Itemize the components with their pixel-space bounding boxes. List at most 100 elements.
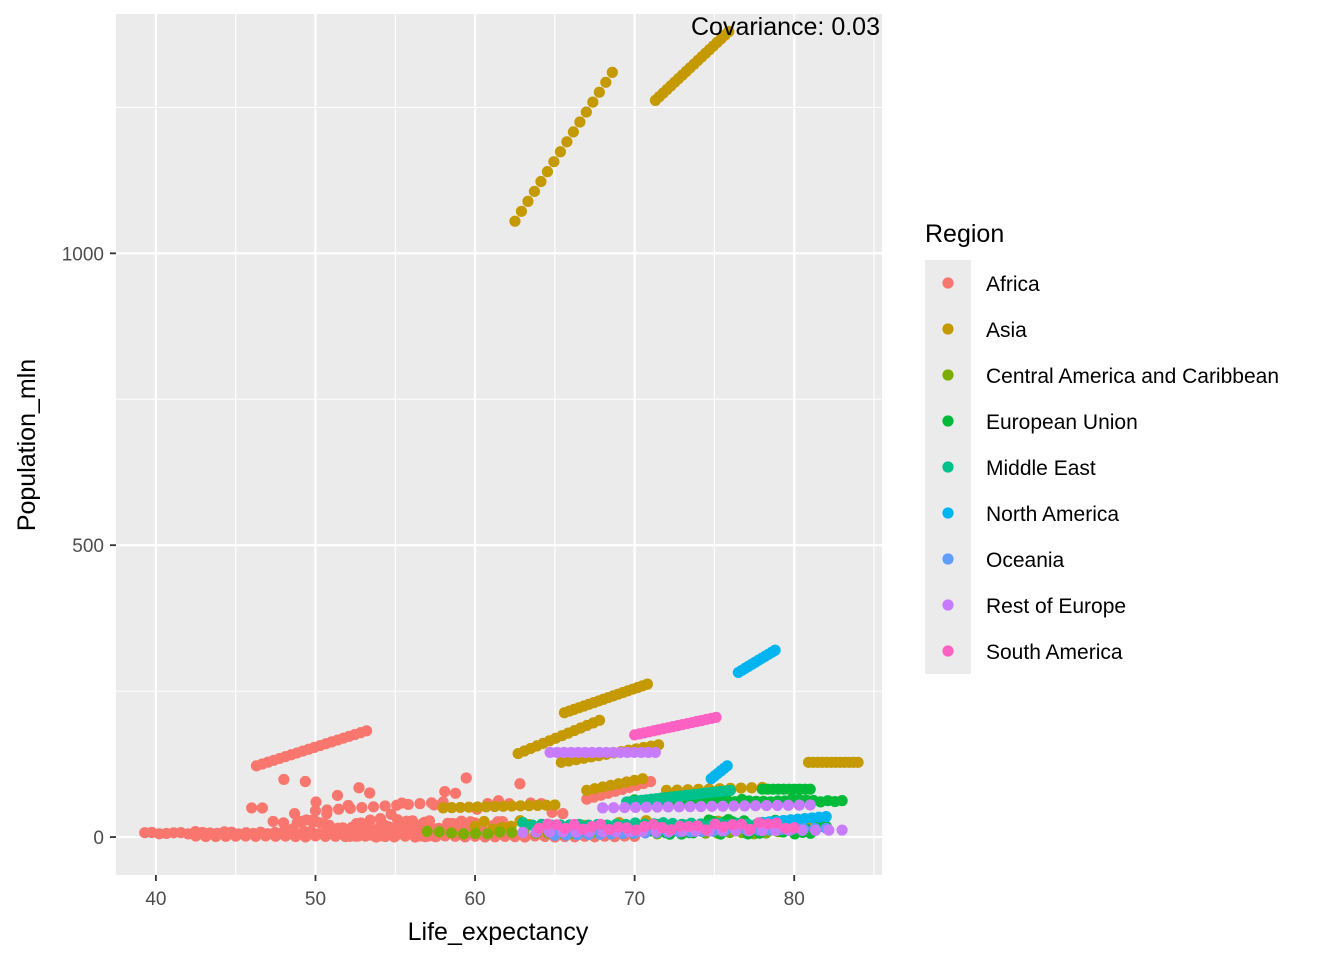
data-point — [517, 826, 529, 838]
data-point — [723, 25, 735, 38]
data-point — [621, 822, 633, 834]
data-point — [618, 801, 631, 814]
data-point — [533, 822, 545, 834]
data-point — [523, 800, 535, 812]
data-point — [246, 802, 258, 814]
x-tick-label: 50 — [305, 889, 326, 910]
data-point — [656, 822, 668, 834]
data-points — [139, 25, 864, 843]
x-tick-label: 60 — [464, 889, 485, 910]
data-point — [788, 822, 800, 834]
data-point — [706, 800, 718, 812]
legend-key — [942, 461, 954, 473]
data-point — [515, 205, 528, 217]
data-point — [256, 802, 268, 814]
data-point — [399, 830, 411, 842]
data-point — [309, 805, 322, 817]
legend-key — [942, 599, 954, 611]
data-point — [540, 799, 552, 811]
data-point — [804, 799, 816, 811]
data-point — [339, 831, 351, 843]
data-point — [439, 786, 451, 798]
legend-label: Rest of Europe — [986, 595, 1126, 618]
data-point — [629, 801, 642, 814]
data-point — [554, 146, 566, 158]
data-point — [210, 830, 222, 843]
data-point — [735, 782, 747, 794]
data-point — [470, 827, 482, 840]
data-point — [638, 821, 651, 833]
data-point — [299, 831, 312, 843]
data-point — [674, 820, 686, 832]
data-point — [823, 824, 835, 836]
data-point — [782, 799, 794, 811]
data-point — [568, 818, 580, 831]
data-point — [665, 824, 677, 836]
data-point — [836, 824, 848, 836]
data-point — [593, 86, 605, 98]
data-point — [362, 819, 374, 832]
legend-label: Central America and Caribbean — [986, 365, 1279, 388]
data-point — [310, 796, 322, 808]
data-point — [433, 826, 445, 838]
legend-key — [942, 277, 954, 289]
legend: Region Africa Asia Central America and Car… — [925, 220, 1279, 674]
data-point — [549, 799, 561, 811]
data-point — [809, 824, 822, 836]
data-point — [662, 801, 674, 813]
data-point — [594, 818, 607, 830]
legend-title: Region — [925, 220, 1004, 248]
legend-label: South America — [986, 641, 1123, 664]
data-point — [356, 802, 368, 814]
data-point — [836, 795, 848, 807]
data-point — [391, 799, 403, 811]
data-point — [700, 824, 712, 836]
data-point — [559, 822, 571, 835]
legend-label: North America — [986, 503, 1119, 526]
data-point — [445, 827, 457, 839]
data-point — [852, 756, 864, 768]
data-point — [574, 116, 586, 128]
data-point — [710, 711, 722, 723]
data-point — [548, 156, 560, 168]
data-point — [437, 802, 449, 814]
data-point — [749, 800, 762, 812]
legend-label: European Union — [986, 411, 1138, 434]
data-point — [769, 644, 781, 656]
data-point — [478, 815, 490, 828]
data-point — [528, 185, 541, 198]
data-point — [321, 804, 333, 816]
data-point — [739, 800, 751, 812]
data-point — [349, 830, 361, 842]
data-point — [250, 830, 262, 843]
data-point — [480, 801, 492, 813]
data-point — [353, 782, 365, 794]
legend-entries: Africa Asia Central America and Caribbean E… — [942, 273, 1279, 664]
data-point — [364, 787, 376, 799]
data-point — [522, 195, 534, 207]
data-point — [200, 830, 212, 843]
data-point — [494, 826, 506, 838]
data-point — [344, 802, 356, 815]
data-point — [637, 773, 649, 785]
data-point — [760, 799, 773, 812]
plot-panel — [116, 14, 882, 875]
data-point — [779, 822, 792, 834]
data-point — [288, 807, 301, 820]
data-point — [278, 773, 290, 786]
data-point — [542, 818, 554, 830]
legend-key — [942, 369, 954, 381]
x-tick-label: 80 — [784, 889, 805, 910]
data-point — [471, 801, 484, 813]
data-point — [331, 789, 344, 802]
data-point — [517, 817, 529, 829]
data-point — [460, 772, 472, 784]
data-point — [647, 818, 659, 831]
data-point — [333, 803, 345, 815]
data-point — [367, 801, 380, 813]
y-axis-title: Population_mln — [13, 359, 41, 531]
legend-label: Middle East — [986, 457, 1096, 480]
y-axis-ticks: 0 500 1000 — [62, 244, 116, 849]
data-point — [269, 830, 282, 842]
data-point — [230, 830, 242, 842]
